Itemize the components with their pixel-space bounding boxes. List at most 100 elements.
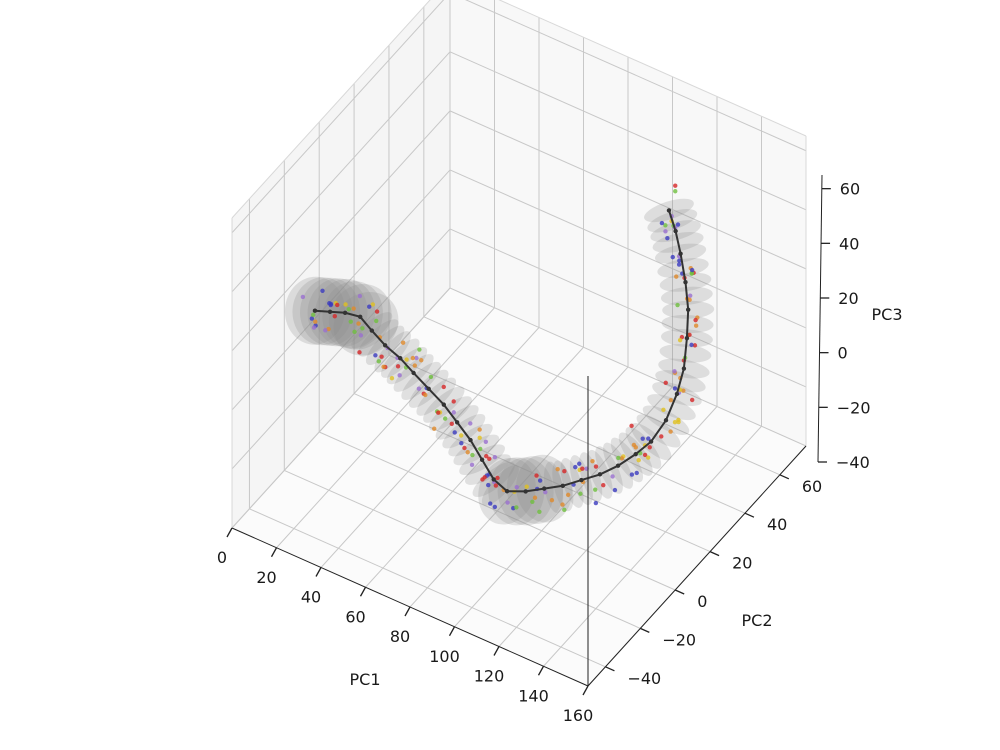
scatter-point [493,483,499,488]
scatter-point [374,318,379,324]
y-tick-label: 0 [697,592,707,611]
gridline-z-side [231,51,451,293]
scatter-point [578,491,583,496]
scatter-point [668,397,674,403]
x-tick [270,547,278,558]
scatter-point [532,495,538,500]
y-tick [779,474,790,480]
scatter-point [483,439,489,445]
x-tick [493,646,500,656]
gridline-z-back [449,169,807,329]
scatter-point [659,220,665,226]
scatter-point [313,319,318,324]
scatter-point [400,340,406,345]
y-axis-line [587,445,807,687]
gridline-x-floor [320,327,540,568]
scatter-point [543,490,548,495]
x-tick-label: 140 [518,686,549,705]
trajectory-node [666,208,672,213]
scatter-point [693,317,698,323]
scatter-point [636,457,641,463]
z-tick-label: 20 [838,289,858,308]
scatter-point [351,306,356,311]
scatter-point [332,314,337,319]
x-tick-label: 40 [301,588,321,607]
scatter-point [619,456,624,461]
scatter-point [593,464,599,469]
scatter-point [484,454,489,459]
scatter-point [323,328,328,333]
gridline-z-side [231,169,451,411]
y-tick-label: 60 [802,477,822,496]
scatter-point [465,450,470,455]
x-tick [315,567,322,577]
scatter-point [565,492,571,498]
scatter-point [577,461,582,466]
scatter-point [562,507,567,513]
z-tick-label: 60 [840,180,860,199]
scatter-point [441,384,446,390]
scatter-point [530,499,535,504]
y-tick-label: 20 [732,554,752,573]
y-tick-label: 40 [767,515,787,534]
scatter-point [668,429,673,434]
scatter-point [645,455,651,460]
trajectory-node [615,463,621,468]
scatter-point [469,462,475,468]
scatter-point [436,410,441,415]
scatter-point [356,321,361,326]
scatter-point [379,354,384,359]
gridline-x-floor [276,307,495,549]
scatter-point [370,302,376,307]
scatter-point [381,364,386,370]
scatter-point [505,500,510,505]
scatter-point [374,309,380,314]
scatter-point [640,436,645,441]
scatter-point [537,509,542,514]
gridline-z-side [231,228,451,470]
scatter-point [514,485,519,490]
scatter-point [492,504,498,510]
scatter-point [677,258,682,263]
scatter-point [442,416,448,421]
gridline-y-floor [249,508,606,668]
x-tick-label: 160 [563,706,594,725]
scatter-point [593,487,598,492]
trajectory-node [685,307,691,312]
scatter-point [367,304,372,309]
trajectory-node [504,489,510,494]
scatter-point [681,388,686,393]
scatter-point [416,386,422,391]
scatter-point [468,421,473,426]
scatter-point [395,364,401,369]
scatter-point [663,229,668,234]
gridline-z-back [449,287,807,447]
scatter-point [357,350,362,355]
x-tick [582,685,589,696]
scatter-point [417,347,422,352]
gridline-z-back [449,51,807,211]
z-tick-label: −20 [837,398,871,417]
trajectory-node [491,477,496,482]
scatter-point [410,355,416,361]
x-axis-label: PC1 [350,670,381,689]
x-tick-label: 20 [256,568,276,587]
gridline-z-side [231,0,445,234]
scatter-point [488,501,493,506]
scatter-point [419,358,424,363]
pane-edge [231,0,431,219]
z-tick-label: 0 [838,344,848,363]
x-tick [448,626,456,637]
scatter-point [373,353,378,358]
scatter-point [397,373,402,378]
trajectory-line [314,210,690,493]
pane-left [232,0,450,528]
scatter-point [451,399,456,404]
y-tick-label: −40 [627,669,661,688]
trajectory-node [678,251,683,256]
scatter-point [376,359,382,364]
scatter-point [670,254,675,260]
scatter-point [601,482,606,488]
scatter-point [404,357,409,362]
scatter-point [562,468,567,474]
